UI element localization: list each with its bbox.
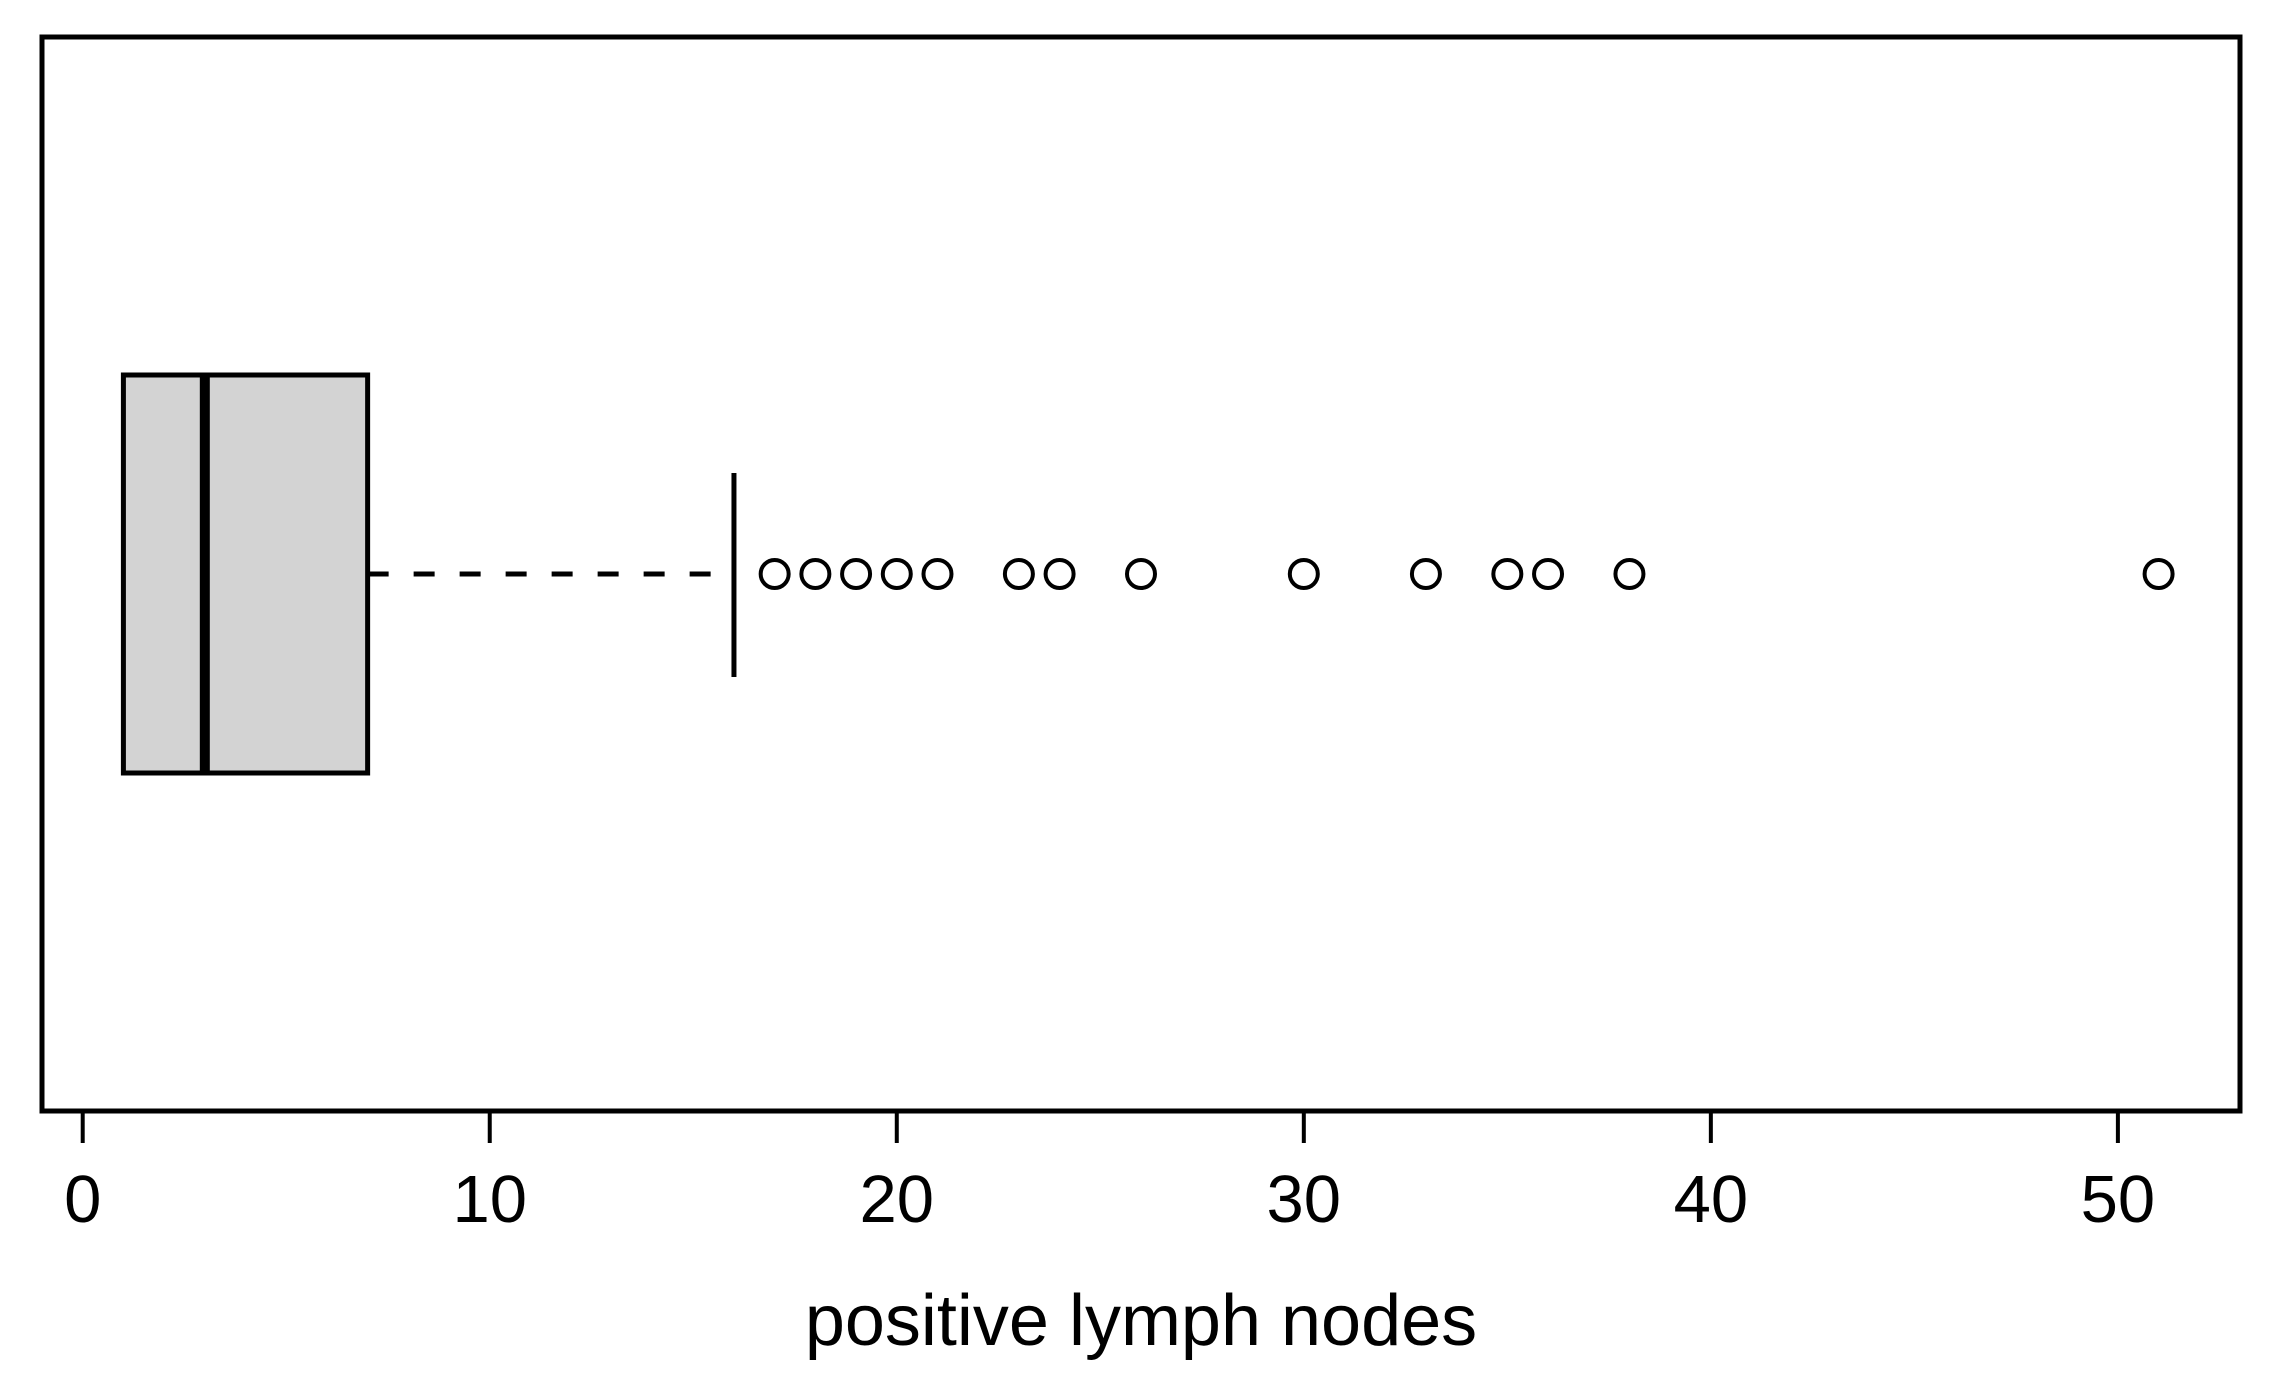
outlier-point (1491, 558, 1524, 590)
outlier-point (1409, 558, 1442, 590)
x-axis-tick-label: 50 (2081, 1162, 2156, 1237)
outlier-point (1043, 558, 1076, 590)
outlier-point (1002, 558, 1035, 590)
x-axis-tick-label: 0 (64, 1162, 101, 1237)
outlier-point (799, 558, 832, 590)
outlier-point (758, 558, 791, 590)
x-axis-tick-label: 10 (452, 1162, 527, 1237)
x-axis-tick-label: 20 (860, 1162, 935, 1237)
outlier-point (1532, 558, 1565, 590)
x-axis-title: positive lymph nodes (805, 1281, 1477, 1361)
outlier-point (840, 558, 873, 590)
outlier-point (880, 558, 913, 590)
outlier-point (1613, 558, 1646, 590)
x-axis-tick-label: 30 (1267, 1162, 1342, 1237)
outlier-point (1125, 558, 1157, 590)
outlier-point (921, 558, 954, 590)
outlier-point (2142, 558, 2175, 590)
iqr-box (120, 372, 371, 776)
outlier-point (1287, 558, 1320, 590)
plot-frame (39, 34, 2243, 1114)
x-axis-tick-label: 40 (1674, 1162, 1749, 1237)
plot-elements: 0 10 20 30 40 50 (39, 34, 2243, 1237)
